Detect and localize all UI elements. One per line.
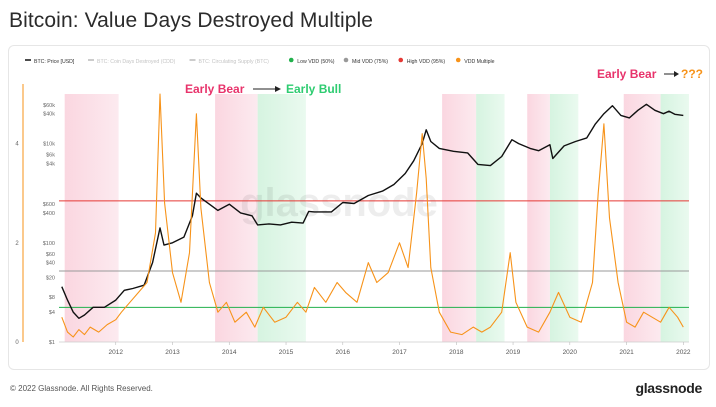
price-tick-label: $400: [43, 211, 55, 217]
price-tick-label: $10k: [43, 142, 55, 148]
zone-bear-4: [442, 94, 477, 342]
x-tick-label: 2021: [619, 349, 634, 356]
annotation-early-bear-2: Early Bear: [597, 67, 657, 81]
annotation-arrowhead-1: [275, 86, 281, 92]
legend-label-5: High VDD (95%): [407, 59, 446, 65]
x-tick-label: 2018: [449, 349, 464, 356]
zone-bear-2: [215, 94, 258, 342]
price-tick-label: $60k: [43, 103, 55, 109]
zone-bull-9: [660, 94, 689, 342]
x-tick-label: 2012: [109, 349, 124, 356]
legend-swatch-5: [398, 57, 404, 63]
x-tick-label: 2015: [279, 349, 294, 356]
chart-legend: BTC: Price [USD] BTC: Coin Days Destroyed…: [25, 57, 495, 65]
vdd-tick-label: 0: [15, 340, 19, 346]
annotation-question: ???: [681, 67, 703, 81]
legend-label-2: BTC: Circulating Supply (BTC): [199, 59, 270, 65]
vdd-tick-label: 4: [15, 142, 19, 148]
zone-bear-8: [623, 94, 661, 342]
price-tick-label: $40k: [43, 112, 55, 118]
annotations: Early Bear Early Bull Early Bear ???: [185, 67, 703, 96]
chart-axes: 2012 2013 2014 2015 2016 2017 2018 2019 2020 2021…: [15, 84, 691, 356]
x-tick-label: 2016: [336, 349, 351, 356]
zone-bull-3: [257, 94, 306, 342]
legend-swatch-3: [288, 57, 294, 63]
price-tick-label: $6k: [46, 153, 55, 159]
cycle-zones: [64, 94, 689, 342]
annotation-early-bull: Early Bull: [286, 82, 341, 96]
btc-price-line: [61, 103, 684, 319]
chart-series: [61, 93, 684, 338]
vdd-tick-label: 2: [15, 241, 19, 247]
chart-card: BTC: Price [USD] BTC: Coin Days Destroyed…: [8, 45, 710, 370]
price-tick-label: $8: [49, 295, 55, 301]
price-tick-label: $4k: [46, 161, 55, 167]
copyright: © 2022 Glassnode. All Rights Reserved.: [10, 384, 153, 393]
x-tick-label: 2020: [563, 349, 578, 356]
vdd-chart: BTC: Price [USD] BTC: Coin Days Destroyed…: [15, 57, 703, 356]
annotation-early-bear-1: Early Bear: [185, 82, 245, 96]
zone-bull-5: [476, 94, 505, 342]
legend-swatch-6: [455, 57, 461, 63]
page-title: Bitcoin: Value Days Destroyed Multiple: [9, 9, 374, 32]
price-tick-label: $60: [46, 252, 55, 258]
x-tick-label: 2014: [222, 349, 237, 356]
zone-bear-0: [64, 94, 119, 342]
annotation-arrowhead-2: [674, 71, 679, 77]
x-tick-label: 2022: [676, 349, 691, 356]
zone-bear-6: [527, 94, 550, 342]
price-tick-label: $100: [43, 241, 55, 247]
glassnode-logo: glassnode: [635, 380, 702, 396]
x-tick-label: 2013: [165, 349, 180, 356]
price-tick-label: $4: [49, 310, 55, 316]
legend-label-6: VDD Multiple: [464, 59, 494, 65]
legend-label-0: BTC: Price [USD]: [34, 59, 75, 65]
price-tick-label: $1: [49, 340, 55, 346]
price-tick-label: $600: [43, 202, 55, 208]
price-tick-label: $20: [46, 275, 55, 281]
x-tick-label: 2017: [392, 349, 407, 356]
price-tick-label: $40: [46, 261, 55, 267]
legend-label-1: BTC: Coin Days Destroyed (CDD): [97, 59, 176, 65]
vdd-multiple-line: [61, 93, 684, 338]
watermark: glassnode: [240, 181, 438, 225]
legend-swatch-4: [343, 57, 349, 63]
x-tick-label: 2019: [506, 349, 521, 356]
legend-label-4: Mid VDD (75%): [352, 59, 388, 65]
legend-label-3: Low VDD (50%): [297, 59, 334, 65]
